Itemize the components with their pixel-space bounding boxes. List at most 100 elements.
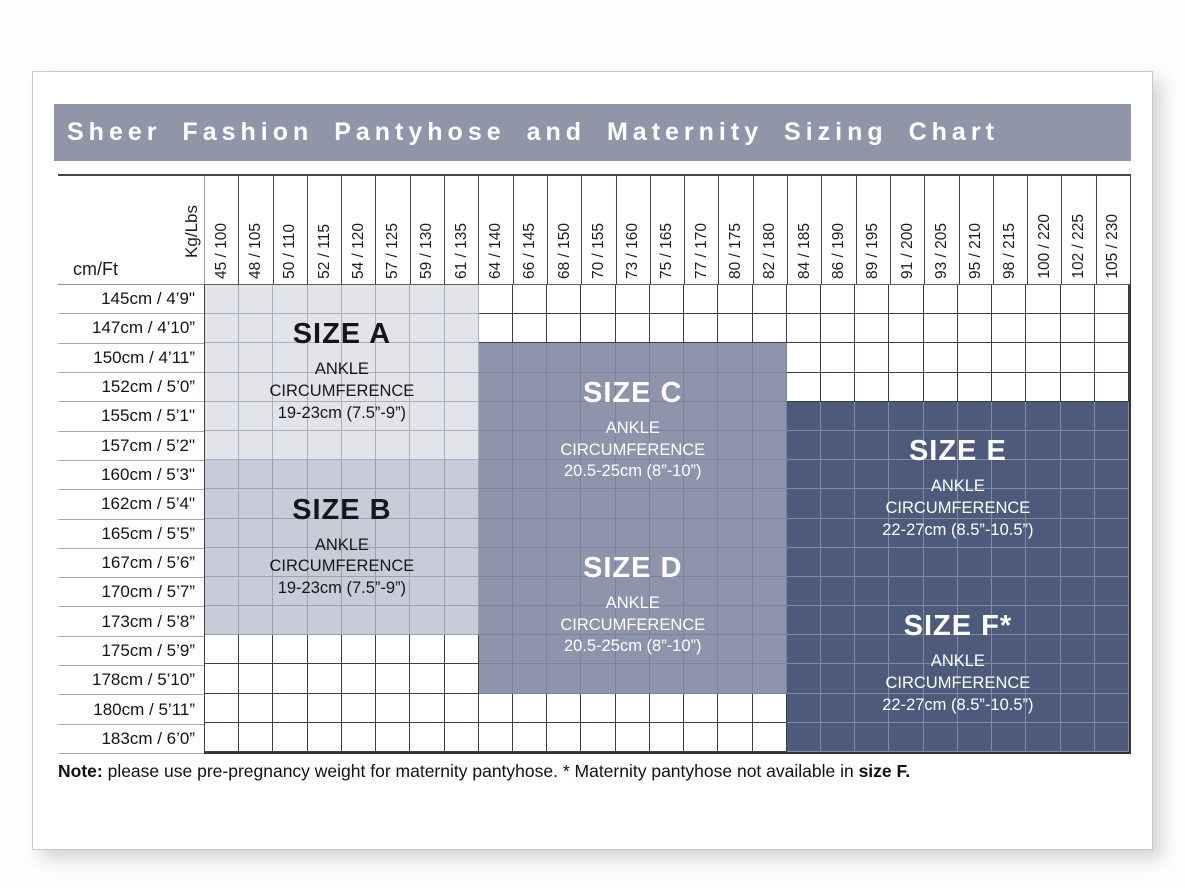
grid-cell — [855, 518, 890, 548]
grid-cell — [341, 518, 377, 548]
grid-cell — [1094, 606, 1129, 636]
weight-header-label: 80 / 175 — [727, 222, 745, 279]
grid-cell — [239, 430, 274, 461]
weight-header-cell: 80 / 175 — [719, 176, 754, 284]
grid-cell — [786, 576, 821, 607]
grid-cell — [615, 460, 650, 490]
grid-cell — [684, 489, 719, 519]
grid-cell — [855, 343, 890, 373]
grid-cell — [581, 722, 616, 752]
grid-cell — [923, 722, 958, 752]
grid-cell — [273, 606, 308, 636]
grid-cell — [615, 401, 650, 431]
grid-cell — [752, 314, 787, 344]
grid-cell — [855, 664, 890, 694]
grid-cell — [512, 285, 548, 315]
grid-cell — [923, 518, 958, 548]
grid-cell — [376, 576, 411, 607]
grid-cell — [444, 664, 479, 694]
grid-cell — [478, 460, 513, 490]
grid-cell — [1026, 722, 1061, 752]
grid-cell — [992, 460, 1027, 490]
grid-cell — [376, 314, 411, 344]
grid-cell — [376, 343, 411, 373]
weight-header-cell: 57 / 125 — [376, 176, 411, 284]
grid-cell — [1026, 314, 1061, 344]
grid-cell — [444, 489, 479, 519]
grid-cell — [615, 635, 650, 665]
height-row-label: 175cm / 5’9” — [58, 637, 204, 667]
weight-header-label: 64 / 140 — [487, 222, 504, 279]
grid-cell — [820, 460, 856, 490]
grid-cell — [376, 372, 411, 402]
grid-cell — [547, 430, 582, 461]
grid-cell — [992, 576, 1027, 607]
grid-cell — [444, 343, 479, 373]
grid-cell — [684, 606, 719, 636]
weight-header-label: 82 / 180 — [761, 222, 779, 279]
grid-cell — [376, 722, 411, 752]
grid-cell — [752, 664, 787, 694]
grid-cell — [273, 314, 308, 344]
grid-cell — [855, 576, 890, 607]
grid-cell — [752, 285, 787, 315]
grid-cell — [923, 576, 958, 607]
height-row-label: 145cm / 4’9" — [58, 285, 204, 315]
grid-cell — [410, 547, 445, 577]
height-row-label: 165cm / 5’5” — [58, 520, 204, 549]
grid-cell — [307, 372, 342, 402]
grid-cell — [1026, 343, 1061, 373]
grid-cell — [718, 576, 753, 607]
grid-cell — [889, 606, 924, 636]
grid-cell — [786, 722, 821, 752]
height-row-label: 150cm / 4’11” — [58, 344, 204, 373]
grid-cell — [512, 664, 548, 694]
grid-cell — [547, 547, 582, 577]
title-bar: Sheer Fashion Pantyhose and Maternity Si… — [54, 104, 1131, 161]
grid-cell — [649, 606, 685, 636]
grid-cell — [581, 664, 616, 694]
grid-cell — [239, 722, 274, 752]
grid-cell — [957, 314, 993, 344]
grid-cell — [684, 722, 719, 752]
grid-cell — [547, 693, 582, 723]
grid-cell — [684, 664, 719, 694]
grid-cell — [820, 430, 856, 461]
grid-cell — [478, 489, 513, 519]
grid-cell — [1060, 372, 1095, 402]
grid-cell — [649, 314, 685, 344]
grid-cell — [1094, 547, 1129, 577]
weight-header-label: 48 / 105 — [246, 222, 264, 279]
grid-cell — [1060, 606, 1095, 636]
grid-cell — [718, 664, 753, 694]
grid-cell — [547, 401, 582, 431]
grid-cell — [855, 547, 890, 577]
grid-cell — [273, 635, 308, 665]
grid-cell — [273, 722, 308, 752]
grid-cell — [752, 722, 787, 752]
grid-cell — [444, 693, 479, 723]
height-row-label: 180cm / 5’11” — [58, 695, 204, 725]
grid-cell — [512, 693, 548, 723]
grid-cell — [410, 635, 445, 665]
grid-cell — [444, 722, 479, 752]
grid-cell — [889, 314, 924, 344]
grid-cell — [684, 343, 719, 373]
weight-header-label: 91 / 200 — [898, 222, 916, 279]
grid-cell — [684, 547, 719, 577]
weight-header-cell: 86 / 190 — [822, 176, 857, 284]
grid-cell — [1094, 372, 1129, 402]
grid-cell — [786, 693, 821, 723]
grid-cell — [581, 518, 616, 548]
grid-cell — [341, 343, 377, 373]
grid-cell — [444, 430, 479, 461]
grid-cell — [957, 664, 993, 694]
grid-cell — [273, 460, 308, 490]
grid-cell — [239, 547, 274, 577]
weight-header-cell: 102 / 225 — [1062, 176, 1097, 284]
grid-cell — [307, 606, 342, 636]
grid-cell — [376, 460, 411, 490]
grid-cell — [273, 343, 308, 373]
weight-header-cell: 70 / 155 — [582, 176, 617, 284]
height-row-label: 155cm / 5’1" — [58, 402, 204, 432]
